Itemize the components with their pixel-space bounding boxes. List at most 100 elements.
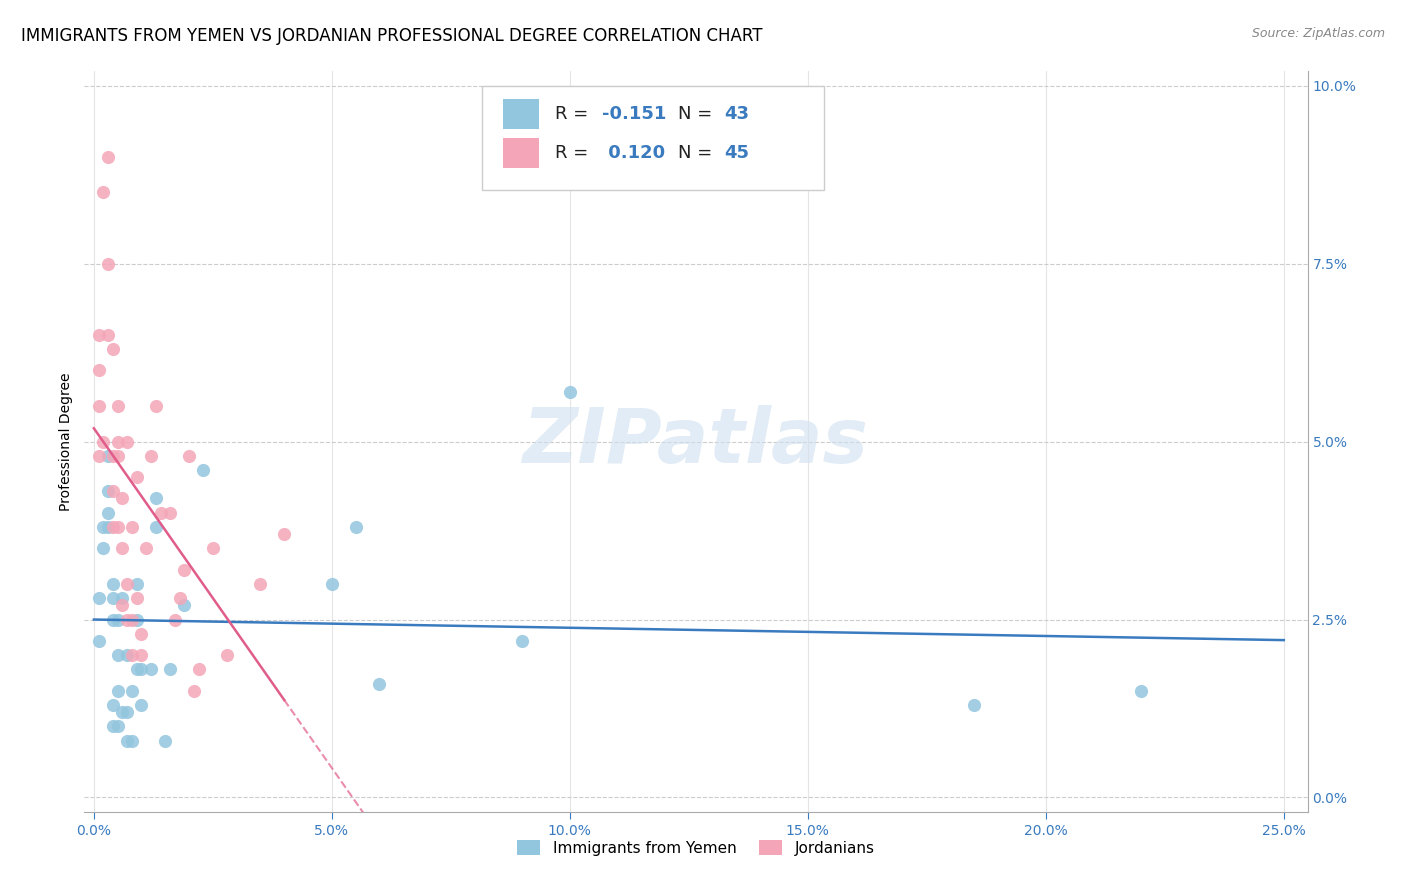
Point: [97, 520, 120, 534]
Point: [107, 434, 129, 449]
Point: [87, 327, 110, 342]
Point: [163, 613, 186, 627]
Point: [107, 449, 129, 463]
Point: [139, 449, 162, 463]
Point: [107, 648, 129, 662]
Legend: Immigrants from Yemen, Jordanians: Immigrants from Yemen, Jordanians: [510, 832, 882, 863]
Point: [145, 491, 167, 506]
Point: [149, 506, 172, 520]
Point: [101, 342, 124, 356]
Point: [87, 633, 110, 648]
Point: [107, 719, 129, 733]
Point: [121, 520, 143, 534]
Point: [131, 698, 153, 712]
Point: [107, 613, 129, 627]
Point: [131, 662, 153, 676]
Text: -0.151: -0.151: [602, 105, 666, 123]
Point: [173, 599, 195, 613]
Point: [93, 541, 115, 556]
Point: [101, 591, 124, 606]
Point: [139, 662, 162, 676]
Point: [193, 463, 215, 477]
Point: [183, 683, 205, 698]
Point: [121, 648, 143, 662]
Point: [131, 626, 153, 640]
Point: [107, 683, 129, 698]
Point: [111, 705, 134, 719]
Text: ZIPatlas: ZIPatlas: [523, 405, 869, 478]
Point: [107, 399, 129, 413]
Point: [111, 491, 134, 506]
Text: 0.120: 0.120: [602, 144, 665, 161]
Point: [169, 591, 191, 606]
Point: [97, 327, 120, 342]
Point: [87, 449, 110, 463]
Point: [368, 676, 391, 690]
Point: [273, 527, 295, 541]
Point: [1130, 683, 1153, 698]
Point: [101, 520, 124, 534]
Text: R =: R =: [555, 144, 595, 161]
Point: [101, 719, 124, 733]
Text: R =: R =: [555, 105, 595, 123]
Text: 45: 45: [724, 144, 749, 161]
Point: [115, 577, 138, 591]
Point: [217, 648, 239, 662]
Point: [135, 541, 157, 556]
Point: [177, 449, 200, 463]
Point: [125, 662, 148, 676]
Point: [249, 577, 271, 591]
Point: [87, 363, 110, 377]
Point: [125, 577, 148, 591]
Point: [97, 256, 120, 270]
Point: [97, 484, 120, 499]
Point: [115, 613, 138, 627]
Point: [121, 613, 143, 627]
Point: [121, 683, 143, 698]
Text: N =: N =: [678, 105, 717, 123]
Point: [87, 399, 110, 413]
Point: [344, 520, 367, 534]
Point: [101, 698, 124, 712]
Point: [93, 186, 115, 200]
Point: [115, 733, 138, 747]
FancyBboxPatch shape: [482, 87, 824, 190]
Point: [145, 399, 167, 413]
Point: [115, 648, 138, 662]
Point: [131, 648, 153, 662]
Y-axis label: Professional Degree: Professional Degree: [59, 372, 73, 511]
Point: [125, 591, 148, 606]
Point: [111, 541, 134, 556]
Bar: [503, 100, 540, 129]
Point: [111, 591, 134, 606]
Text: N =: N =: [678, 144, 717, 161]
Point: [155, 733, 177, 747]
Bar: [503, 138, 540, 168]
Point: [97, 506, 120, 520]
Point: [173, 563, 195, 577]
Point: [201, 541, 224, 556]
Point: [187, 662, 209, 676]
Point: [93, 434, 115, 449]
Point: [101, 577, 124, 591]
Point: [125, 613, 148, 627]
Point: [125, 470, 148, 484]
Point: [159, 506, 181, 520]
Point: [101, 449, 124, 463]
Point: [963, 698, 986, 712]
Point: [558, 384, 581, 399]
Text: Source: ZipAtlas.com: Source: ZipAtlas.com: [1251, 27, 1385, 40]
Point: [111, 599, 134, 613]
Text: 43: 43: [724, 105, 749, 123]
Point: [510, 633, 533, 648]
Point: [159, 662, 181, 676]
Point: [115, 705, 138, 719]
Point: [115, 434, 138, 449]
Point: [93, 520, 115, 534]
Point: [121, 733, 143, 747]
Point: [87, 591, 110, 606]
Point: [321, 577, 343, 591]
Point: [101, 613, 124, 627]
Text: IMMIGRANTS FROM YEMEN VS JORDANIAN PROFESSIONAL DEGREE CORRELATION CHART: IMMIGRANTS FROM YEMEN VS JORDANIAN PROFE…: [21, 27, 762, 45]
Point: [101, 484, 124, 499]
